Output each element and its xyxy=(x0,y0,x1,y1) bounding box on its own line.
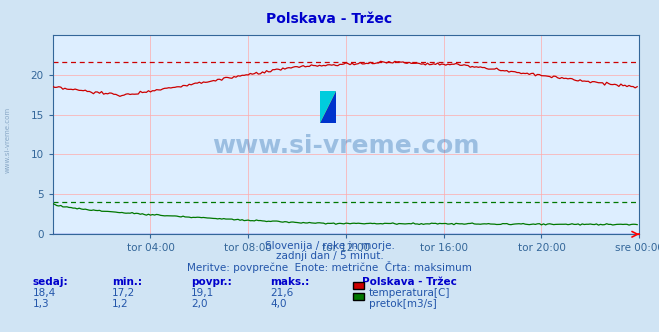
Text: 1,3: 1,3 xyxy=(33,299,49,309)
Text: min.:: min.: xyxy=(112,277,142,287)
Text: Slovenija / reke in morje.: Slovenija / reke in morje. xyxy=(264,241,395,251)
Text: 1,2: 1,2 xyxy=(112,299,129,309)
Text: 18,4: 18,4 xyxy=(33,288,56,298)
Text: Meritve: povprečne  Enote: metrične  Črta: maksimum: Meritve: povprečne Enote: metrične Črta:… xyxy=(187,261,472,273)
Polygon shape xyxy=(320,91,336,123)
Text: 21,6: 21,6 xyxy=(270,288,293,298)
Text: sedaj:: sedaj: xyxy=(33,277,69,287)
Text: 2,0: 2,0 xyxy=(191,299,208,309)
Text: www.si-vreme.com: www.si-vreme.com xyxy=(5,106,11,173)
Text: 19,1: 19,1 xyxy=(191,288,214,298)
Text: Polskava - Tržec: Polskava - Tržec xyxy=(266,12,393,26)
Text: Polskava - Tržec: Polskava - Tržec xyxy=(362,277,457,287)
Text: pretok[m3/s]: pretok[m3/s] xyxy=(369,299,437,309)
Text: zadnji dan / 5 minut.: zadnji dan / 5 minut. xyxy=(275,251,384,261)
Polygon shape xyxy=(320,91,336,123)
Text: 17,2: 17,2 xyxy=(112,288,135,298)
Text: maks.:: maks.: xyxy=(270,277,310,287)
Bar xyxy=(320,91,336,123)
Text: povpr.:: povpr.: xyxy=(191,277,232,287)
Text: temperatura[C]: temperatura[C] xyxy=(369,288,451,298)
Text: 4,0: 4,0 xyxy=(270,299,287,309)
Text: www.si-vreme.com: www.si-vreme.com xyxy=(212,134,480,158)
